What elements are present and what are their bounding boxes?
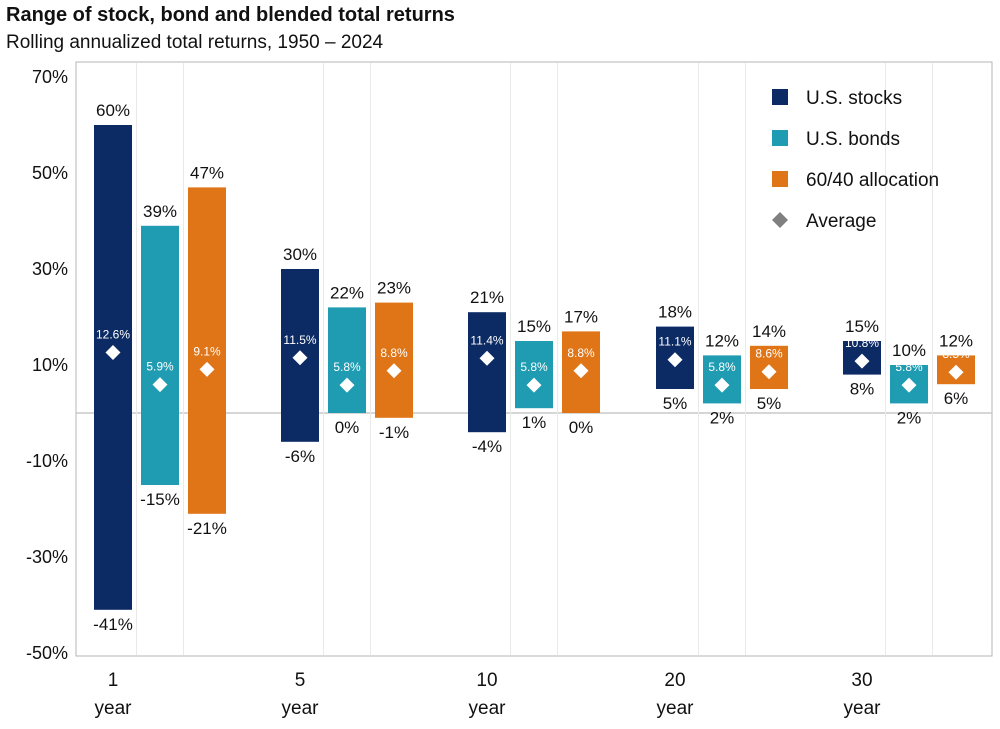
average-marker [152,377,168,393]
average-marker [761,364,777,380]
max-data-label: 14% [752,322,786,341]
y-tick-label: 30% [32,259,68,279]
legend-swatch [772,89,788,105]
range-bar [328,307,366,413]
min-data-label: 5% [663,394,688,413]
max-data-label: 39% [143,202,177,221]
max-data-label: 10% [892,341,926,360]
min-data-label: 1% [522,413,547,432]
range-bar [94,125,132,610]
legend-label: U.S. stocks [806,88,902,109]
y-tick-label: 70% [32,67,68,87]
average-marker [854,353,870,369]
average-data-label: 12.6% [96,328,130,342]
chart-subtitle: Rolling annualized total returns, 1950 –… [6,32,384,53]
x-tick-label: 1 [108,670,119,691]
max-data-label: 47% [190,163,224,182]
average-data-label: 5.8% [708,360,736,374]
legend-swatch [772,171,788,187]
average-marker [292,350,308,366]
average-marker [105,345,121,361]
max-data-label: 23% [377,279,411,298]
x-tick-label: year [844,698,882,719]
min-data-label: 0% [335,418,360,437]
max-data-label: 15% [845,317,879,336]
average-data-label: 8.5% [942,347,970,361]
average-marker [901,377,917,393]
max-data-label: 15% [517,317,551,336]
x-tick-label: year [469,698,507,719]
min-data-label: -1% [379,423,409,442]
legend-label: U.S. bonds [806,129,900,150]
min-data-label: -4% [472,437,502,456]
min-data-label: 2% [710,408,735,427]
chart-title: Range of stock, bond and blended total r… [6,4,455,26]
legend-label: 60/40 allocation [806,170,939,191]
average-data-label: 8.6% [755,347,783,361]
average-marker [386,363,402,379]
y-tick-label: 50% [32,163,68,183]
legend-average-marker [772,212,788,228]
average-marker [573,363,589,379]
average-marker [339,377,355,393]
min-data-label: -15% [140,490,180,509]
min-data-label: -21% [187,519,227,538]
average-data-label: 5.8% [333,360,361,374]
average-marker [714,377,730,393]
range-bar [188,187,226,514]
y-tick-label: -30% [26,547,68,567]
average-marker [479,350,495,366]
range-bar [515,341,553,409]
average-data-label: 5.9% [146,360,174,374]
average-data-label: 5.8% [520,360,548,374]
min-data-label: 8% [850,380,875,399]
y-tick-label: 10% [32,355,68,375]
y-tick-label: -10% [26,451,68,471]
x-tick-label: 30 [851,670,872,691]
average-data-label: 9.1% [193,344,221,358]
legend-label: Average [806,211,876,232]
min-data-label: 5% [757,394,782,413]
max-data-label: 12% [939,331,973,350]
range-bar [141,225,179,486]
y-tick-label: -50% [26,643,68,663]
x-tick-label: 5 [295,670,306,691]
max-data-label: 21% [470,288,504,307]
max-data-label: 22% [330,283,364,302]
average-marker [948,364,964,380]
min-data-label: 6% [944,389,969,408]
average-data-label: 11.4% [470,333,503,347]
max-data-label: 18% [658,303,692,322]
min-data-label: 0% [569,418,594,437]
average-data-label: 10.8% [845,336,879,350]
x-tick-label: 10 [476,670,497,691]
range-bar [468,312,506,433]
range-bar [375,302,413,418]
min-data-label: -6% [285,447,315,466]
min-data-label: 2% [897,408,922,427]
average-data-label: 8.8% [567,346,595,360]
average-data-label: 5.8% [895,360,923,374]
legend-swatch [772,130,788,146]
max-data-label: 17% [564,307,598,326]
x-tick-label: 20 [664,670,685,691]
average-marker [199,361,215,377]
x-tick-label: year [282,698,320,719]
x-tick-label: year [95,698,133,719]
plot-frame [75,61,993,657]
average-data-label: 11.5% [283,333,316,347]
max-data-label: 60% [96,101,130,120]
average-marker [667,352,683,368]
x-tick-label: year [657,698,695,719]
average-marker [526,377,542,393]
average-data-label: 11.1% [658,335,691,349]
max-data-label: 12% [705,331,739,350]
average-data-label: 8.8% [380,346,408,360]
max-data-label: 30% [283,245,317,264]
min-data-label: -41% [93,615,133,634]
